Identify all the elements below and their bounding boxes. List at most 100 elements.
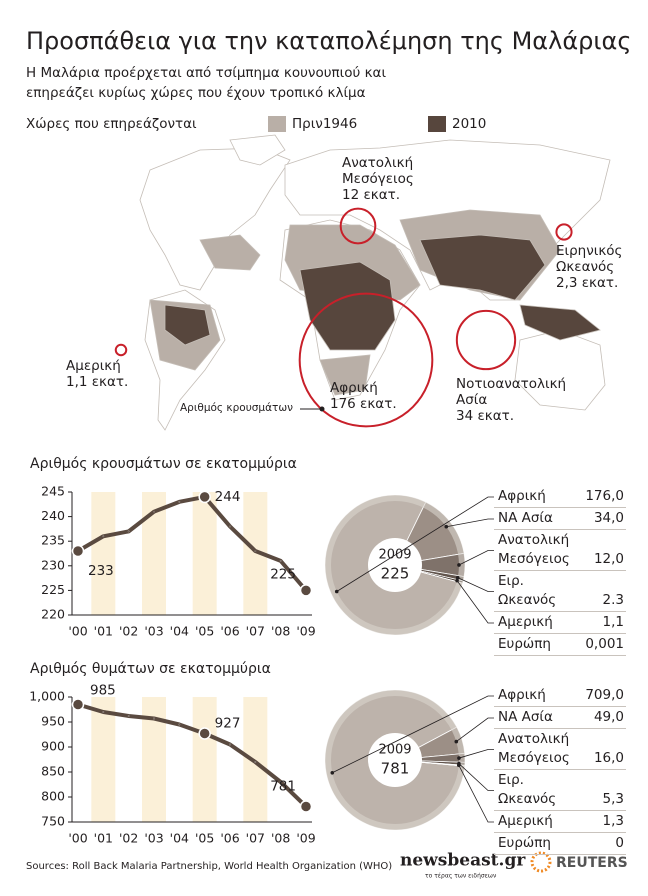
- leader-dot: [444, 524, 449, 529]
- legend-row: Αμερική 1,3: [494, 811, 626, 833]
- y-tick-label: 800: [41, 789, 65, 804]
- legend-value: 2.3: [602, 592, 624, 608]
- point: [299, 584, 313, 597]
- column-band: [192, 492, 217, 615]
- legend-value: 12,0: [593, 551, 624, 567]
- value-label: 927: [215, 716, 241, 732]
- line: [77, 702, 308, 808]
- region-cases: 176 εκατ.: [330, 396, 397, 412]
- legend-name: Αμερική: [498, 813, 553, 829]
- x-tick-label: '04: [170, 831, 189, 846]
- chart-title: Αριθμός κρουσμάτων σε εκατομμύρια: [30, 456, 297, 472]
- region-label: Ανατολική Μεσόγειος 12 εκατ.: [342, 155, 432, 203]
- legend-value: 5,3: [602, 791, 624, 807]
- legend-label: Πριν1946: [292, 116, 357, 132]
- point: [198, 490, 211, 504]
- legend-value: 176,0: [585, 488, 624, 504]
- leader-dot: [456, 763, 461, 768]
- column-band: [91, 492, 116, 615]
- leader-dot: [334, 589, 339, 594]
- leader-line: [458, 763, 494, 791]
- x-tick-label: '09: [296, 831, 315, 846]
- legend-row: Ευρώπη 0,001: [494, 634, 626, 656]
- cases-circle: [555, 223, 573, 241]
- legend-table: Αφρική 176,0 ΝΑ Ασία 34,0 Ανατολική Μεσόγειο…: [494, 486, 626, 656]
- legend-swatch: [268, 116, 286, 132]
- x-tick-label: '00: [68, 624, 87, 639]
- x-tick-label: '01: [94, 624, 113, 639]
- affected-2010: [164, 304, 211, 346]
- legend-name: Αφρική: [498, 687, 546, 703]
- y-tick-label: 230: [41, 557, 65, 572]
- agency-logo: [530, 851, 552, 873]
- legend-label: 2010: [452, 116, 486, 132]
- x-tick-label: '06: [220, 831, 239, 846]
- legend-name: Ανατολική Μεσόγειος: [498, 731, 570, 766]
- legend-row: Ειρ. Ωκεανός 5,3: [494, 770, 626, 811]
- legend-swatch: [428, 116, 446, 132]
- y-tick-label: 750: [41, 814, 65, 829]
- column-band: [243, 697, 268, 822]
- region-label: Ειρηνικός Ωκεανός 2,3 εκατ.: [556, 243, 636, 291]
- legend-name: ΝΑ Ασία: [498, 709, 553, 725]
- y-tick-label: 245: [41, 484, 65, 499]
- leader-dot: [455, 575, 460, 580]
- leader-line: [458, 550, 494, 566]
- region-name: Ανατολική Μεσόγειος: [342, 155, 414, 187]
- x-tick-label: '04: [170, 624, 189, 639]
- legend-row: ΝΑ Ασία 34,0: [494, 508, 626, 530]
- pie-rim: [325, 690, 465, 830]
- cases-circle: [298, 292, 434, 428]
- pie-total: 225: [381, 565, 410, 583]
- y-tick-label: 220: [41, 607, 65, 622]
- y-tick-label: 950: [41, 714, 65, 729]
- x-tick-label: '05: [195, 831, 214, 846]
- legend-row: Αμερική 1,1: [494, 612, 626, 634]
- affected-1946: [199, 234, 261, 271]
- region-name: Νοτιοανατολική Ασία: [456, 376, 567, 408]
- subtitle: Η Μαλάρια προέρχεται από τσίμπημα κουνου…: [26, 65, 386, 81]
- line: [76, 494, 308, 592]
- y-tick-label: 235: [41, 533, 65, 548]
- sources: Sources: Roll Back Malaria Partnership, …: [26, 861, 392, 872]
- chart-title: Αριθμός θυμάτων σε εκατομμύρια: [30, 661, 271, 677]
- y-tick-label: 850: [41, 764, 65, 779]
- legend-row: ΝΑ Ασία 49,0: [494, 707, 626, 729]
- legend-name: ΝΑ Ασία: [498, 510, 553, 526]
- legend-row: Ειρ. Ωκεανός 2.3: [494, 571, 626, 612]
- y-tick-label: 225: [41, 582, 65, 597]
- leader-dot: [330, 770, 335, 775]
- brand: newsbeast.gr: [400, 851, 526, 871]
- x-tick-label: '08: [271, 831, 290, 846]
- legend-value: 49,0: [593, 709, 624, 725]
- legend-name: Ανατολική Μεσόγειος: [498, 532, 570, 567]
- legend-name: Ειρ. Ωκεανός: [498, 772, 557, 807]
- pie-hole: [368, 538, 422, 592]
- brand-tagline: το τέρας των ειδήσεων: [425, 873, 497, 880]
- cases-caption: Αριθμός κρουσμάτων: [180, 402, 294, 414]
- legend-value: 16,0: [593, 750, 624, 766]
- caption-dot: [319, 406, 325, 412]
- pie-total: 781: [381, 760, 410, 778]
- y-tick-label: 1,000: [29, 689, 65, 704]
- region-cases: 1,1 εκατ.: [66, 374, 129, 390]
- legend-value: 1,1: [602, 614, 624, 630]
- affected-2010: [419, 234, 546, 301]
- pie-year: 2009: [378, 743, 411, 758]
- value-label: 781: [270, 779, 296, 795]
- region-label: Αμερική 1,1 εκατ.: [66, 358, 129, 390]
- leader-line: [332, 695, 494, 774]
- legend-name: Αφρική: [498, 488, 546, 504]
- pie-hole: [368, 733, 422, 787]
- x-tick-label: '09: [296, 624, 315, 639]
- point: [71, 544, 85, 558]
- cases-circle: [339, 207, 377, 245]
- y-tick-label: 240: [41, 508, 65, 523]
- legend-row: Αφρική 709,0: [494, 685, 626, 707]
- value-label: 244: [215, 489, 241, 505]
- affected-2010: [299, 261, 396, 351]
- x-tick-label: '05: [195, 624, 214, 639]
- leader-dot: [455, 578, 459, 583]
